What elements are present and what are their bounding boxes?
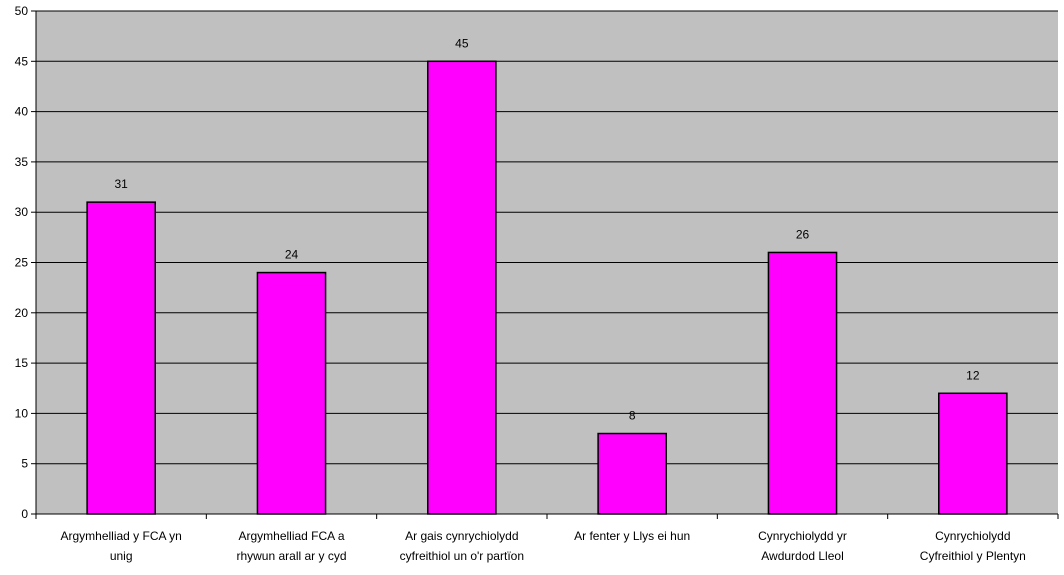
data-label: 24	[285, 248, 299, 262]
bar	[256, 271, 327, 515]
bar	[938, 392, 1008, 515]
x-category-label: unig	[110, 549, 133, 563]
y-tick-label: 20	[15, 306, 29, 320]
y-tick-label: 35	[15, 155, 29, 169]
data-label: 8	[629, 409, 636, 423]
data-label: 31	[114, 177, 128, 191]
y-tick-label: 0	[21, 507, 28, 521]
data-label: 12	[966, 368, 980, 382]
x-category-label: Ar fenter y Llys ei hun	[574, 529, 690, 543]
data-label: 26	[796, 227, 810, 241]
x-category-label: Argymhelliad FCA a	[238, 529, 344, 543]
y-tick-label: 10	[15, 406, 29, 420]
axes	[31, 10, 1059, 519]
y-tick-label: 45	[15, 54, 29, 68]
x-category-label: Awdurdod Lleol	[761, 549, 844, 563]
gridlines	[36, 10, 1058, 465]
y-tick-label: 5	[21, 457, 28, 471]
x-category-labels: Argymhelliad y FCA yn unig Argymhelliad FC…	[60, 529, 1025, 563]
bar	[427, 60, 497, 515]
x-category-label: cyfreithiol un o'r partïon	[400, 549, 524, 563]
x-category-label: Cyfreithiol y Plentyn	[920, 549, 1026, 563]
data-labels: 31 24 45 8 26 12	[114, 36, 979, 422]
x-category-label: Cynrychiolydd	[935, 529, 1010, 543]
y-tick-labels: 0 5 10 15 20 25 30 35 40 45 50	[15, 4, 29, 521]
x-category-label: Ar gais cynrychiolydd	[405, 529, 518, 543]
y-tick-label: 25	[15, 256, 29, 270]
x-category-label: Argymhelliad y FCA yn	[60, 529, 181, 543]
y-tick-label: 30	[15, 205, 29, 219]
bar	[597, 432, 667, 515]
data-label: 45	[455, 36, 469, 50]
y-tick-label: 15	[15, 356, 29, 370]
x-category-label: Cynrychiolydd yr	[758, 529, 847, 543]
bars	[86, 60, 1008, 515]
y-tick-label: 50	[15, 4, 29, 18]
x-category-label: rhywun arall ar y cyd	[236, 549, 346, 563]
bar	[86, 201, 156, 515]
y-tick-label: 40	[15, 105, 29, 119]
bar	[767, 251, 838, 515]
